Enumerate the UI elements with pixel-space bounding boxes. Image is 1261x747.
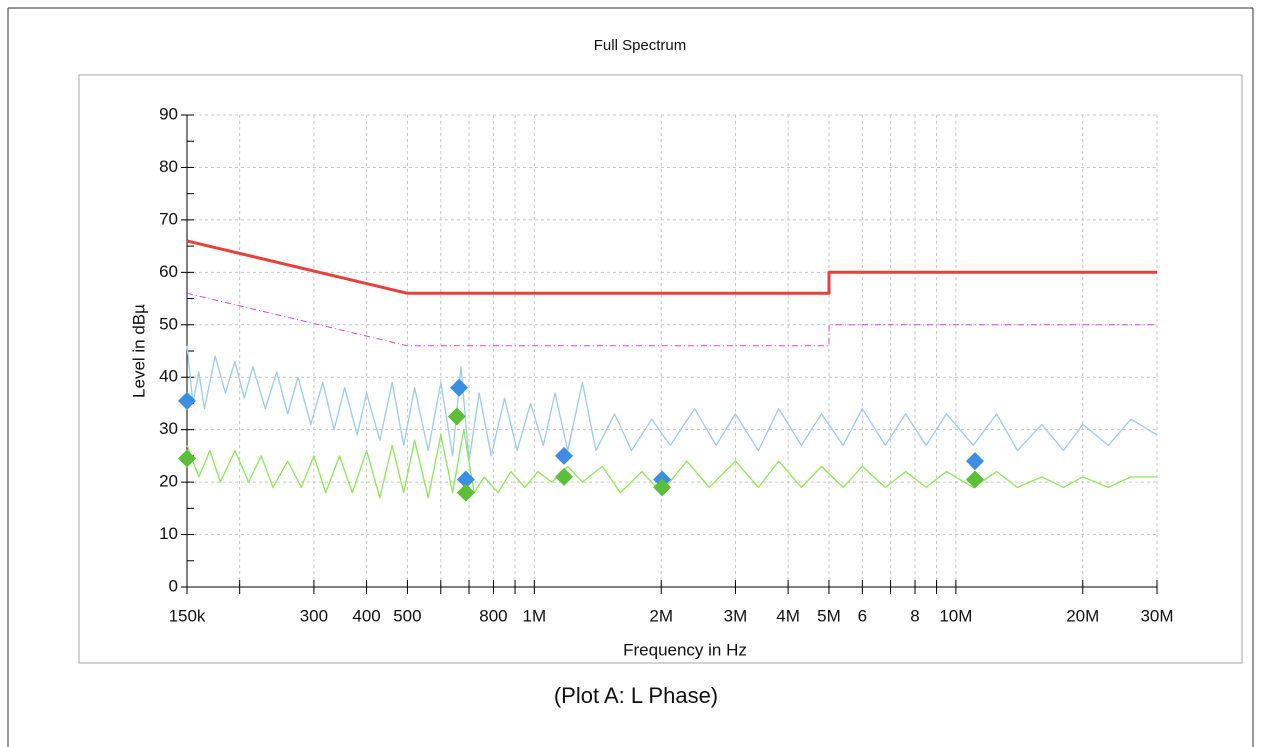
- caption: (Plot A: L Phase): [554, 683, 718, 708]
- marker: [178, 391, 196, 410]
- marker: [456, 470, 475, 489]
- x-tick-label: 1M: [523, 606, 547, 625]
- series-line: [186, 429, 1157, 499]
- chart-frame: [78, 74, 1243, 664]
- x-tick-label: 20M: [1066, 606, 1099, 625]
- marker: [965, 470, 984, 489]
- x-axis-label: Frequency in Hz: [623, 640, 747, 659]
- x-tick-label: 400: [352, 606, 380, 625]
- x-tick-label: 150k: [169, 606, 206, 625]
- x-tick-label: 500: [393, 606, 421, 625]
- y-tick-label: 70: [159, 209, 178, 228]
- y-tick-label: 40: [159, 367, 178, 386]
- y-tick-label: 60: [159, 262, 178, 281]
- y-tick-label: 20: [159, 472, 178, 491]
- y-tick-label: 90: [159, 104, 178, 123]
- x-tick-label: 30M: [1140, 606, 1173, 625]
- y-tick-label: 10: [159, 524, 178, 543]
- x-tick-label: 4M: [776, 606, 800, 625]
- x-tick-label: 800: [479, 606, 507, 625]
- marker: [450, 378, 469, 397]
- y-tick-label: 80: [159, 157, 178, 176]
- marker: [965, 452, 984, 471]
- chart-title: Full Spectrum: [594, 37, 687, 54]
- marker: [653, 478, 672, 497]
- marker: [554, 446, 573, 465]
- x-tick-label: 6: [858, 606, 867, 625]
- marker: [447, 407, 466, 426]
- y-tick-label: 30: [159, 419, 178, 438]
- series-line: [186, 345, 1158, 462]
- x-tick-label: 3M: [724, 606, 748, 625]
- x-tick-label: 5M: [817, 606, 841, 625]
- x-tick-label: 8: [910, 606, 919, 625]
- marker: [178, 449, 196, 468]
- x-tick-label: 2M: [649, 606, 673, 625]
- y-tick-label: 50: [159, 314, 178, 333]
- plot: 0 10 20 30 40 50 60 70 80 90 150k 300 400 500 800 1M 2M 3…: [159, 104, 1173, 625]
- marker: [456, 483, 475, 502]
- x-tick-label: 300: [300, 606, 328, 625]
- y-axis-label: Level in dBµ: [129, 304, 148, 398]
- series-line: [186, 239, 1157, 295]
- marker: [554, 467, 573, 486]
- y-tick-label: 0: [169, 576, 178, 595]
- x-tick-label: 10M: [939, 606, 972, 625]
- series-line: [186, 292, 1157, 347]
